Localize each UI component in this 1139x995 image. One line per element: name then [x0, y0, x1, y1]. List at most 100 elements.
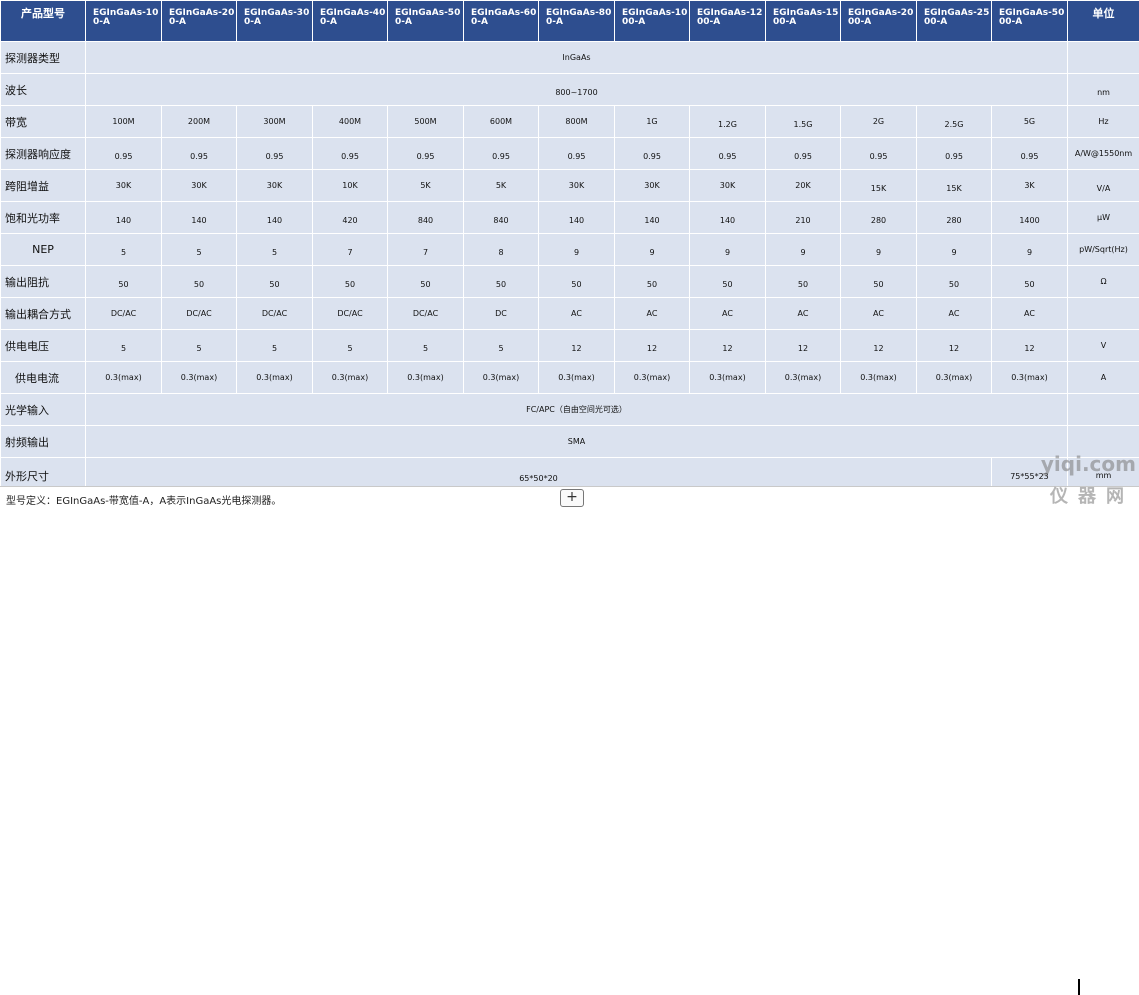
value-cell[interactable]: 5: [162, 234, 237, 266]
value-cell[interactable]: 5: [162, 330, 237, 362]
row-label[interactable]: 波长: [1, 74, 86, 106]
value-cell[interactable]: 50: [237, 266, 313, 298]
value-cell[interactable]: 0.95: [539, 138, 615, 170]
value-cell[interactable]: 12: [841, 330, 917, 362]
header-model[interactable]: EGInGaAs-800-A: [539, 1, 615, 42]
value-cell[interactable]: 30K: [539, 170, 615, 202]
value-cell[interactable]: 1400: [992, 202, 1068, 234]
header-model[interactable]: EGInGaAs-400-A: [313, 1, 388, 42]
row-label[interactable]: 射频输出: [1, 426, 86, 458]
value-cell[interactable]: 5: [388, 330, 464, 362]
value-cell[interactable]: 2G: [841, 106, 917, 138]
value-cell[interactable]: 0.3(max): [992, 362, 1068, 394]
row-label[interactable]: 饱和光功率: [1, 202, 86, 234]
header-model[interactable]: EGInGaAs-1500-A: [766, 1, 841, 42]
row-label[interactable]: 输出阻抗: [1, 266, 86, 298]
value-cell[interactable]: 7: [388, 234, 464, 266]
value-cell[interactable]: 0.95: [237, 138, 313, 170]
value-cell[interactable]: 50: [992, 266, 1068, 298]
merged-cell[interactable]: InGaAs: [86, 42, 1068, 74]
value-cell[interactable]: 0.95: [162, 138, 237, 170]
value-cell[interactable]: 20K: [766, 170, 841, 202]
value-cell[interactable]: 600M: [464, 106, 539, 138]
value-cell[interactable]: 50: [313, 266, 388, 298]
value-cell[interactable]: 9: [917, 234, 992, 266]
value-cell[interactable]: 12: [615, 330, 690, 362]
value-cell[interactable]: 5: [313, 330, 388, 362]
value-cell[interactable]: 9: [841, 234, 917, 266]
value-cell[interactable]: 500M: [388, 106, 464, 138]
unit-cell[interactable]: μW: [1068, 202, 1139, 234]
value-cell[interactable]: AC: [766, 298, 841, 330]
unit-cell[interactable]: [1068, 426, 1139, 458]
header-model[interactable]: EGInGaAs-2000-A: [841, 1, 917, 42]
value-cell[interactable]: AC: [841, 298, 917, 330]
value-cell[interactable]: 50: [615, 266, 690, 298]
unit-cell[interactable]: pW/Sqrt(Hz): [1068, 234, 1139, 266]
value-cell[interactable]: 0.3(max): [615, 362, 690, 394]
header-model[interactable]: EGInGaAs-200-A: [162, 1, 237, 42]
value-cell[interactable]: 0.3(max): [690, 362, 766, 394]
value-cell[interactable]: 50: [690, 266, 766, 298]
value-cell[interactable]: 420: [313, 202, 388, 234]
header-model[interactable]: EGInGaAs-100-A: [86, 1, 162, 42]
value-cell[interactable]: 140: [237, 202, 313, 234]
value-cell[interactable]: 5: [86, 330, 162, 362]
value-cell[interactable]: 8: [464, 234, 539, 266]
value-cell[interactable]: 200M: [162, 106, 237, 138]
merged-cell[interactable]: 800~1700: [86, 74, 1068, 106]
value-cell[interactable]: 50: [388, 266, 464, 298]
row-label[interactable]: 探测器响应度: [1, 138, 86, 170]
value-cell[interactable]: 140: [690, 202, 766, 234]
value-cell[interactable]: DC/AC: [313, 298, 388, 330]
value-cell[interactable]: 0.95: [917, 138, 992, 170]
value-cell[interactable]: 280: [841, 202, 917, 234]
value-cell[interactable]: 3K: [992, 170, 1068, 202]
unit-cell[interactable]: [1068, 394, 1139, 426]
value-cell[interactable]: 140: [615, 202, 690, 234]
value-cell[interactable]: 0.95: [86, 138, 162, 170]
value-cell[interactable]: 0.95: [766, 138, 841, 170]
header-label[interactable]: 产品型号: [1, 1, 86, 42]
value-cell[interactable]: 0.3(max): [86, 362, 162, 394]
add-sheet-button[interactable]: +: [560, 489, 584, 507]
value-cell[interactable]: AC: [917, 298, 992, 330]
value-cell[interactable]: 12: [992, 330, 1068, 362]
value-cell[interactable]: 50: [162, 266, 237, 298]
value-cell[interactable]: 400M: [313, 106, 388, 138]
row-label[interactable]: 供电电压: [1, 330, 86, 362]
value-cell[interactable]: 0.95: [992, 138, 1068, 170]
header-model[interactable]: EGInGaAs-1000-A: [615, 1, 690, 42]
value-cell[interactable]: 140: [162, 202, 237, 234]
value-cell[interactable]: 0.3(max): [539, 362, 615, 394]
value-cell[interactable]: 12: [766, 330, 841, 362]
value-cell[interactable]: 0.95: [841, 138, 917, 170]
value-cell[interactable]: 0.3(max): [237, 362, 313, 394]
value-cell[interactable]: 0.3(max): [162, 362, 237, 394]
row-label[interactable]: 带宽: [1, 106, 86, 138]
value-cell[interactable]: 9: [766, 234, 841, 266]
value-cell[interactable]: 5: [86, 234, 162, 266]
value-cell[interactable]: DC: [464, 298, 539, 330]
unit-cell[interactable]: A: [1068, 362, 1139, 394]
header-model[interactable]: EGInGaAs-1200-A: [690, 1, 766, 42]
value-cell[interactable]: 0.95: [388, 138, 464, 170]
value-cell[interactable]: AC: [615, 298, 690, 330]
header-model[interactable]: EGInGaAs-300-A: [237, 1, 313, 42]
value-cell[interactable]: 840: [388, 202, 464, 234]
row-label[interactable]: 输出耦合方式: [1, 298, 86, 330]
unit-cell[interactable]: Ω: [1068, 266, 1139, 298]
row-label[interactable]: 探测器类型: [1, 42, 86, 74]
value-cell[interactable]: 0.3(max): [841, 362, 917, 394]
merged-cell[interactable]: FC/APC（自由空间光可选）: [86, 394, 1068, 426]
row-label[interactable]: NEP: [1, 234, 86, 266]
value-cell[interactable]: DC/AC: [162, 298, 237, 330]
unit-cell[interactable]: nm: [1068, 74, 1139, 106]
value-cell[interactable]: 12: [690, 330, 766, 362]
header-model[interactable]: EGInGaAs-2500-A: [917, 1, 992, 42]
value-cell[interactable]: 0.95: [690, 138, 766, 170]
unit-cell[interactable]: V/A: [1068, 170, 1139, 202]
unit-cell[interactable]: Hz: [1068, 106, 1139, 138]
header-unit[interactable]: 单位: [1068, 1, 1139, 42]
value-cell[interactable]: 300M: [237, 106, 313, 138]
